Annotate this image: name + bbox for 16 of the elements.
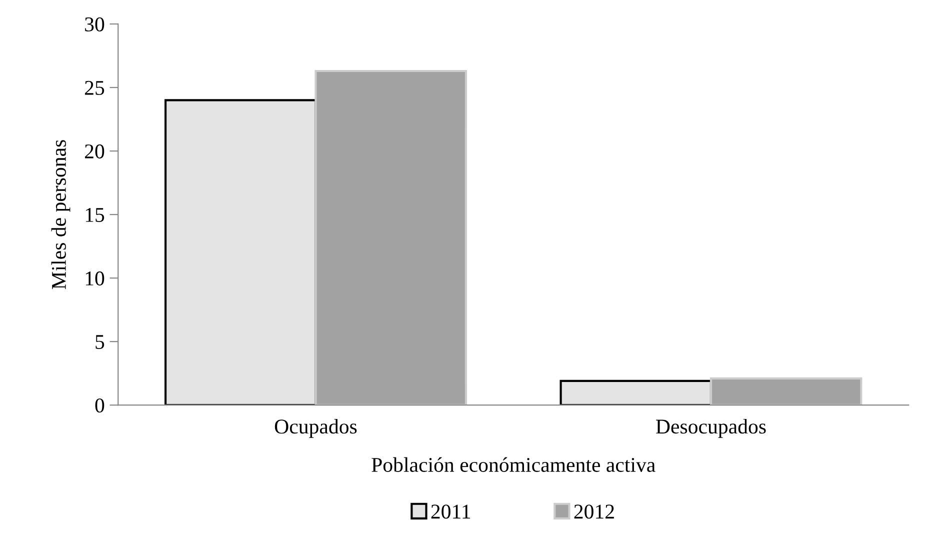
legend-label: 2011 [431,504,470,519]
x-tick-label: Ocupados [274,418,357,438]
y-tick-label: 25 [84,80,104,95]
y-tick-label: 10 [86,271,104,286]
y-tick-label: 30 [85,17,104,32]
bar [164,99,317,406]
x-axis-title: Población económicamente activa [372,457,656,472]
y-axis-title: Miles de personas [51,140,70,290]
y-tick-label: 15 [86,208,104,222]
y-tick-label: 20 [84,144,104,158]
bar [314,70,467,406]
y-tick-label: 0 [95,398,104,413]
y-tick-label: 5 [96,335,104,349]
bar [710,377,862,406]
legend-label: 2012 [574,504,614,519]
x-tick-label: Desocupados [656,418,766,438]
